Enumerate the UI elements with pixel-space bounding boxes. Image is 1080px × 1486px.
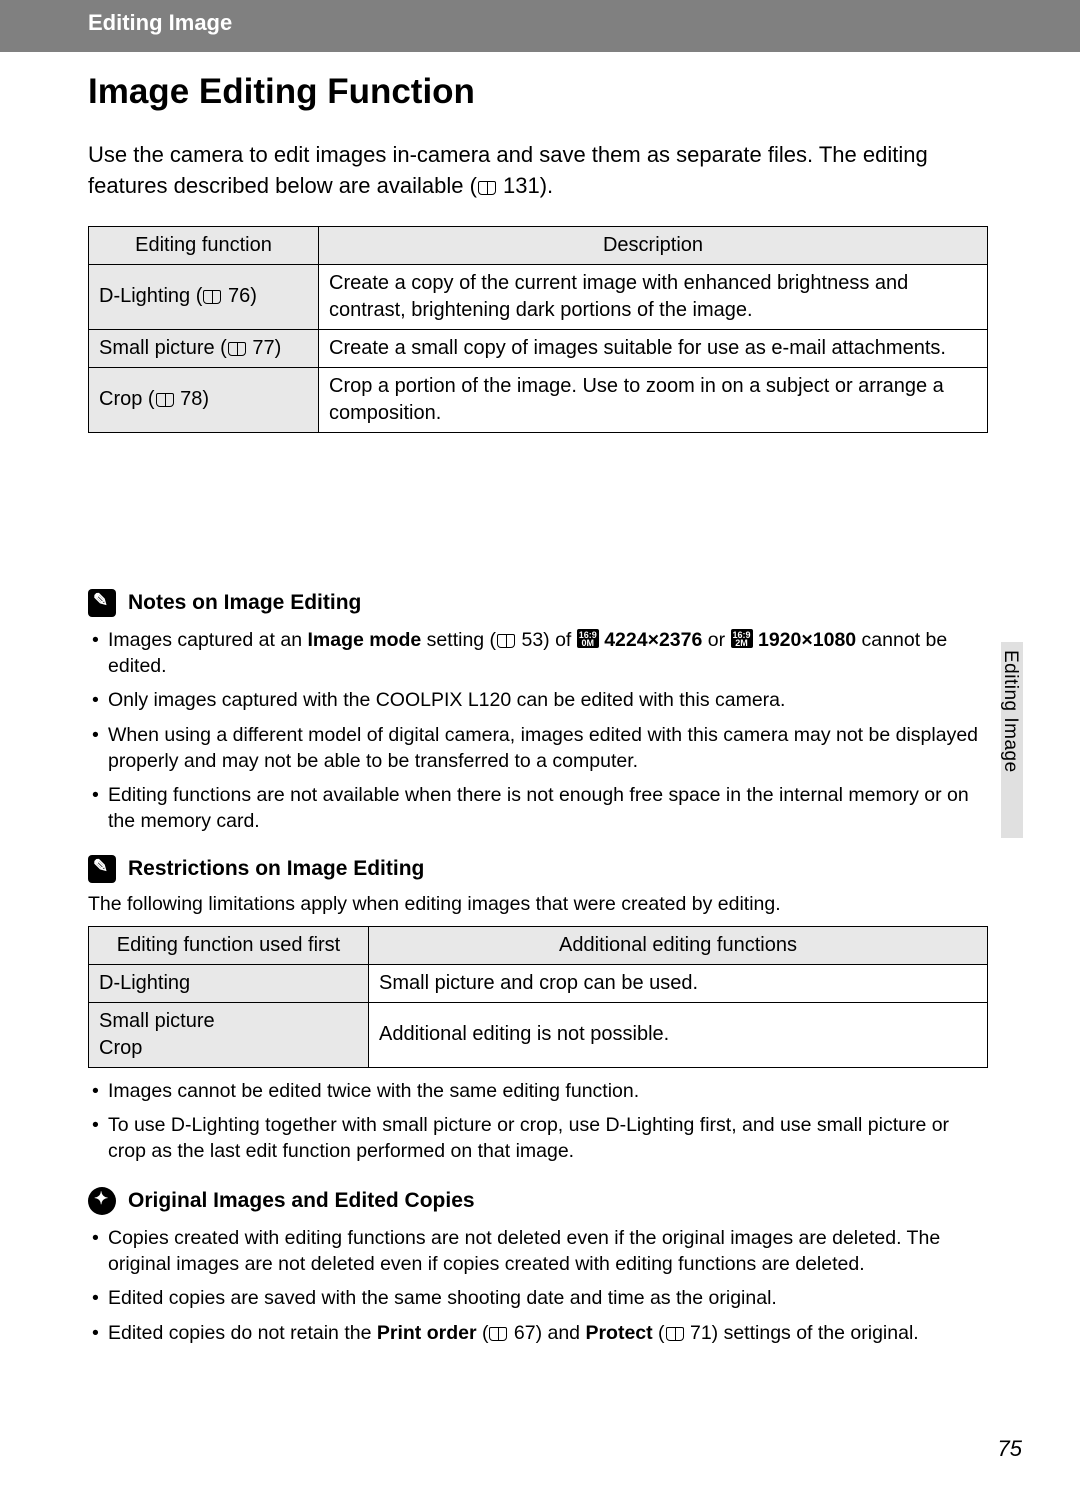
func-name-cell: Small picture ( 77) [89,329,319,367]
book-icon [497,634,515,648]
cell: Small picture Crop [89,1002,369,1067]
editing-functions-table: Editing function Description D-Lighting … [88,226,988,433]
table-header-row: Editing function used first Additional e… [89,926,988,964]
book-icon [478,181,496,195]
mode-icon: 16:92M [731,629,753,648]
list-item: Editing functions are not available when… [88,782,988,835]
list-item: To use D-Lighting together with small pi… [88,1112,988,1165]
restrictions-section-title: Restrictions on Image Editing [88,855,988,883]
func-desc-cell: Crop a portion of the image. Use to zoom… [319,367,988,432]
col-header: Description [319,226,988,264]
restrictions-notes: Images cannot be edited twice with the s… [88,1078,988,1165]
table-row: Crop ( 78) Crop a portion of the image. … [89,367,988,432]
func-name-cell: Crop ( 78) [89,367,319,432]
pencil-icon [88,589,116,617]
original-notes: Copies created with editing functions ar… [88,1225,988,1346]
copy-icon [88,1187,116,1215]
table-row: D-Lighting ( 76) Create a copy of the cu… [89,264,988,329]
pencil-icon [88,855,116,883]
list-item: Only images captured with the COOLPIX L1… [88,687,988,713]
col-header: Additional editing functions [369,926,988,964]
page-number: 75 [998,1436,1022,1462]
list-item: Edited copies are saved with the same sh… [88,1285,988,1311]
mode-icon: 16:90M [577,629,599,648]
section-title-text: Notes on Image Editing [128,591,361,615]
intro-ref: 131). [497,173,553,198]
section-title-text: Restrictions on Image Editing [128,857,424,881]
func-desc-cell: Create a copy of the current image with … [319,264,988,329]
func-desc-cell: Create a small copy of images suitable f… [319,329,988,367]
intro-paragraph: Use the camera to edit images in-camera … [88,140,988,202]
list-item: Edited copies do not retain the Print or… [88,1320,988,1346]
cell: Additional editing is not possible. [369,1002,988,1067]
list-item: Copies created with editing functions ar… [88,1225,988,1278]
page-title: Image Editing Function [88,72,988,112]
book-icon [203,290,221,304]
header-breadcrumb: Editing Image [0,0,1080,52]
table-row: Small picture Crop Additional editing is… [89,1002,988,1067]
restrictions-table: Editing function used first Additional e… [88,926,988,1068]
table-row: D-Lighting Small picture and crop can be… [89,964,988,1002]
section-title-text: Original Images and Edited Copies [128,1189,475,1213]
book-icon [156,393,174,407]
original-section-title: Original Images and Edited Copies [88,1187,988,1215]
restrictions-lead: The following limitations apply when edi… [88,893,988,916]
breadcrumb-text: Editing Image [88,10,232,35]
cell: Small picture and crop can be used. [369,964,988,1002]
book-icon [228,342,246,356]
book-icon [489,1327,507,1341]
col-header: Editing function used first [89,926,369,964]
table-row: Small picture ( 77) Create a small copy … [89,329,988,367]
list-item: When using a different model of digital … [88,722,988,775]
list-item: Images captured at an Image mode setting… [88,627,988,680]
table-header-row: Editing function Description [89,226,988,264]
list-item: Images cannot be edited twice with the s… [88,1078,988,1104]
col-header: Editing function [89,226,319,264]
cell: D-Lighting [89,964,369,1002]
book-icon [666,1327,684,1341]
side-section-label: Editing Image [999,650,1021,773]
func-name-cell: D-Lighting ( 76) [89,264,319,329]
notes-section-title: Notes on Image Editing [88,589,988,617]
notes-list: Images captured at an Image mode setting… [88,627,988,835]
